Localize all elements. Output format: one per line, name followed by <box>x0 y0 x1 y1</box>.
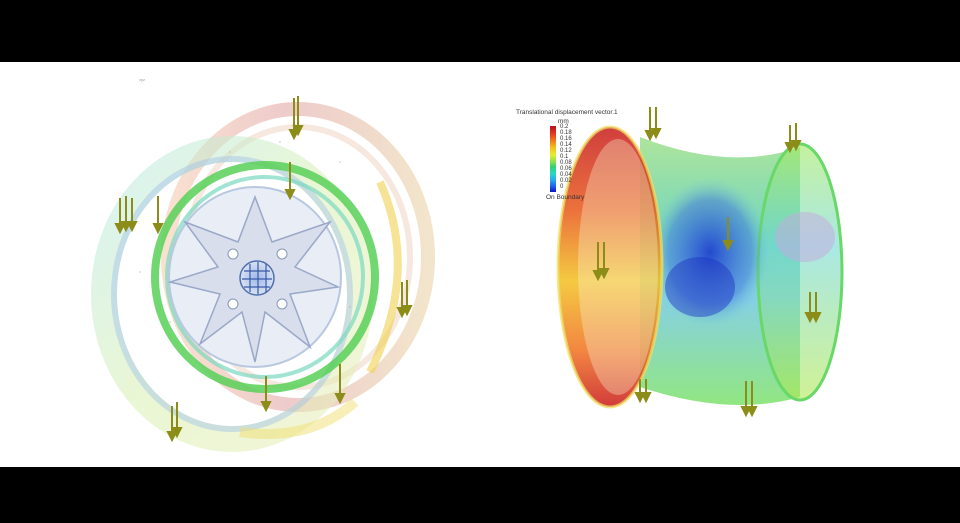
load-arrow-icon <box>810 292 822 324</box>
axis-tiny-label: xyz <box>139 77 145 82</box>
load-arrow-icon <box>292 96 304 137</box>
legend-tick: 0.02 <box>560 178 572 184</box>
legend-tick: 0.1 <box>560 154 569 160</box>
load-arrows-iso <box>592 107 822 418</box>
legend-tick: 0.2 <box>560 124 569 130</box>
load-arrow-icon <box>722 217 734 252</box>
legend-tick: 0 <box>560 184 564 190</box>
load-arrow-icon <box>152 196 164 235</box>
fea-result-frame: xyz <box>0 62 960 467</box>
load-arrow-icon <box>171 402 183 439</box>
front-rim-blue-band <box>111 156 353 432</box>
wheel-iso-view <box>556 107 844 418</box>
legend-title: Translational displacement vector.1 <box>516 109 618 116</box>
legend-ticks: 0.2 0.18 0.16 0.14 0.12 0.1 0.08 0.06 0.… <box>560 124 572 190</box>
load-arrow-icon <box>784 125 796 154</box>
load-arrow-icon <box>644 107 656 142</box>
legend-tick: 0.12 <box>560 148 572 154</box>
load-arrow-icon <box>650 107 662 140</box>
load-arrow-icon <box>166 406 178 443</box>
legend-footer: On Boundary <box>546 194 585 201</box>
legend-unit: mm <box>558 118 569 125</box>
legend-tick: 0.04 <box>560 172 572 178</box>
rim-left-face <box>558 127 662 407</box>
max-low-region <box>650 177 770 327</box>
legend-tick: 0.16 <box>560 136 572 142</box>
rim-right-face <box>758 144 842 400</box>
center-bore <box>239 260 275 296</box>
legend-color-bar <box>550 126 556 192</box>
load-arrow-icon <box>640 379 652 404</box>
load-arrow-icon <box>114 198 126 235</box>
load-arrow-icon <box>260 376 272 413</box>
wheel-front-view <box>91 96 435 452</box>
letterbox-top <box>0 0 960 62</box>
load-arrow-icon <box>746 381 758 418</box>
legend-tick: 0.08 <box>560 160 572 166</box>
legend-tick: 0.06 <box>560 166 572 172</box>
load-arrows <box>114 96 413 443</box>
load-arrow-icon <box>790 123 802 152</box>
legend-tick: 0.14 <box>560 142 572 148</box>
load-arrow-icon <box>598 242 610 280</box>
load-arrow-icon <box>284 162 296 201</box>
letterbox-bottom <box>0 467 960 523</box>
load-arrow-icon <box>592 242 604 282</box>
legend-tick: 0.18 <box>560 130 572 136</box>
load-arrow-icon <box>401 280 413 317</box>
load-arrow-icon <box>126 198 138 233</box>
load-arrow-icon <box>334 364 346 405</box>
